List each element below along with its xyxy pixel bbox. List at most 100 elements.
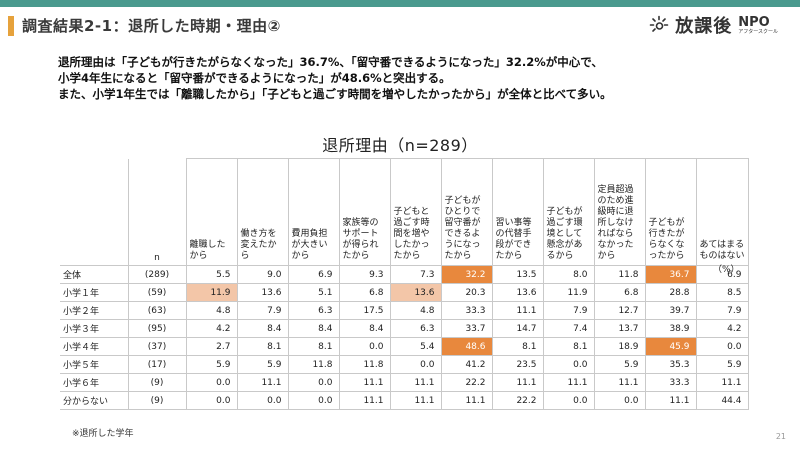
table-cell: 11.8	[338, 355, 391, 374]
top-accent-bar	[0, 0, 800, 7]
table-cell: 0.0	[287, 373, 340, 392]
table-cell: 13.5	[491, 265, 544, 284]
page-number: 21	[775, 432, 786, 441]
table-cell: 5.5	[185, 265, 238, 284]
table-cell: 36.7	[644, 265, 697, 284]
table-cell: 11.1	[389, 373, 442, 392]
table-cell: 48.6	[440, 337, 493, 356]
table-row: 小学５年 (17) 5.9 5.9 11.8 11.8 0.0 41.2 23.5 0.0 5.9 3…	[60, 355, 749, 374]
table-cell: 22.2	[491, 391, 544, 410]
corner-cell	[60, 158, 129, 266]
table-cell: 20.3	[440, 283, 493, 302]
logo-icon	[649, 15, 669, 32]
row-label: 小学１年	[60, 283, 129, 302]
n-header: n	[127, 158, 187, 266]
footnote: ※退所した学年	[72, 429, 134, 439]
table-cell: 5.9	[185, 355, 238, 374]
column-header: 離職したから	[185, 158, 238, 266]
table-cell: 5.4	[389, 337, 442, 356]
table-cell: 44.4	[695, 391, 749, 410]
table-cell: 11.9	[542, 283, 595, 302]
row-label: 小学３年	[60, 319, 129, 338]
row-label: 小学５年	[60, 355, 129, 374]
column-header: 子どもが過ごす環境として懸念があるから	[542, 158, 595, 266]
row-n: (59)	[127, 283, 187, 302]
summary-line: 退所理由は「子どもが行きたがらなくなった」36.7%、「留守番できるようになった…	[58, 55, 603, 69]
table-cell: 33.7	[440, 319, 493, 338]
table-cell: 45.9	[644, 337, 697, 356]
table-cell: 8.4	[236, 319, 289, 338]
table-cell: 6.9	[287, 265, 340, 284]
table-cell: 11.1	[236, 373, 289, 392]
table-cell: 0.0	[542, 355, 595, 374]
table-cell: 41.2	[440, 355, 493, 374]
table-cell: 11.1	[491, 373, 544, 392]
table-cell: 11.1	[593, 373, 646, 392]
summary-line: 小学4年生になると「留守番ができるようになった」が48.6%と突出する。	[58, 71, 451, 85]
table-cell: 35.3	[644, 355, 697, 374]
table-row: 分からない (9) 0.0 0.0 0.0 11.1 11.1 11.1 22.2 0.0 0.0 1…	[60, 391, 749, 410]
column-header: 費用負担が大きいから	[287, 158, 340, 266]
logo-subtext: アフタースクール	[738, 28, 778, 35]
logo-npo: NPO	[738, 14, 770, 30]
logo: 放課後 NPO アフタースクール	[649, 12, 778, 38]
table-cell: 11.1	[338, 391, 391, 410]
row-n: (95)	[127, 319, 187, 338]
column-header: 定員超過のため進級時に退所しなければならなかったから	[593, 158, 646, 266]
row-n: (9)	[127, 373, 187, 392]
table-row: 小学１年 (59) 11.9 13.6 5.1 6.8 13.6 20.3 13.6 11.9 6.…	[60, 283, 749, 302]
table-cell: 8.4	[287, 319, 340, 338]
table-cell: 6.3	[287, 301, 340, 320]
table-cell: 7.3	[389, 265, 442, 284]
column-header-last: あてはまるものはない （%）	[695, 158, 749, 275]
table-cell: 11.9	[185, 283, 238, 302]
table-cell: 6.3	[389, 319, 442, 338]
row-n: (9)	[127, 391, 187, 410]
table-cell: 6.8	[593, 283, 646, 302]
table-row: 小学３年 (95) 4.2 8.4 8.4 8.4 6.3 33.7 14.7 7.4 13.7 38…	[60, 319, 749, 338]
table-cell: 11.8	[593, 265, 646, 284]
table-cell: 0.0	[338, 337, 391, 356]
table-cell: 8.1	[542, 337, 595, 356]
table-cell: 5.9	[593, 355, 646, 374]
table-cell: 0.0	[389, 355, 442, 374]
table-cell: 12.7	[593, 301, 646, 320]
table-cell: 9.3	[338, 265, 391, 284]
title-accent-mark	[8, 16, 14, 36]
row-label: 分からない	[60, 391, 129, 410]
column-header: 働き方を変えたから	[236, 158, 289, 266]
column-header: 子どもが行きたがらなくなったから	[644, 158, 697, 266]
table-cell: 13.7	[593, 319, 646, 338]
table-cell: 6.8	[338, 283, 391, 302]
table-cell: 8.0	[542, 265, 595, 284]
table-cell: 39.7	[644, 301, 697, 320]
table-cell: 0.0	[695, 337, 749, 356]
table-cell: 11.1	[338, 373, 391, 392]
table-cell: 4.2	[185, 319, 238, 338]
table-cell: 0.0	[185, 373, 238, 392]
table-cell: 0.0	[593, 391, 646, 410]
table-cell: 11.1	[440, 391, 493, 410]
table-cell: 11.1	[389, 391, 442, 410]
row-label: 小学２年	[60, 301, 129, 320]
table-cell: 13.6	[389, 283, 442, 302]
row-n: (289)	[127, 265, 187, 284]
table-cell: 0.0	[236, 391, 289, 410]
table-cell: 5.9	[236, 355, 289, 374]
table-cell: 4.2	[695, 319, 749, 338]
table-cell: 22.2	[440, 373, 493, 392]
table-cell: 23.5	[491, 355, 544, 374]
column-header: 家族等のサポートが得られたから	[338, 158, 391, 266]
table-cell: 13.6	[236, 283, 289, 302]
table-cell: 11.1	[695, 373, 749, 392]
table-cell: 2.7	[185, 337, 238, 356]
column-header-label: あてはまるものはない	[699, 240, 745, 261]
table-row: 小学２年 (63) 4.8 7.9 6.3 17.5 4.8 33.3 11.1 7.9 12.7 3…	[60, 301, 749, 320]
column-header: 子どもと過ごす時間を増やしたかったから	[389, 158, 442, 266]
table-cell: 38.9	[644, 319, 697, 338]
table-cell: 7.9	[542, 301, 595, 320]
unit-label: （%）	[712, 265, 740, 275]
row-label: 小学４年	[60, 337, 129, 356]
column-header: 習い事等の代替手段ができたから	[491, 158, 544, 266]
table-cell: 7.9	[236, 301, 289, 320]
